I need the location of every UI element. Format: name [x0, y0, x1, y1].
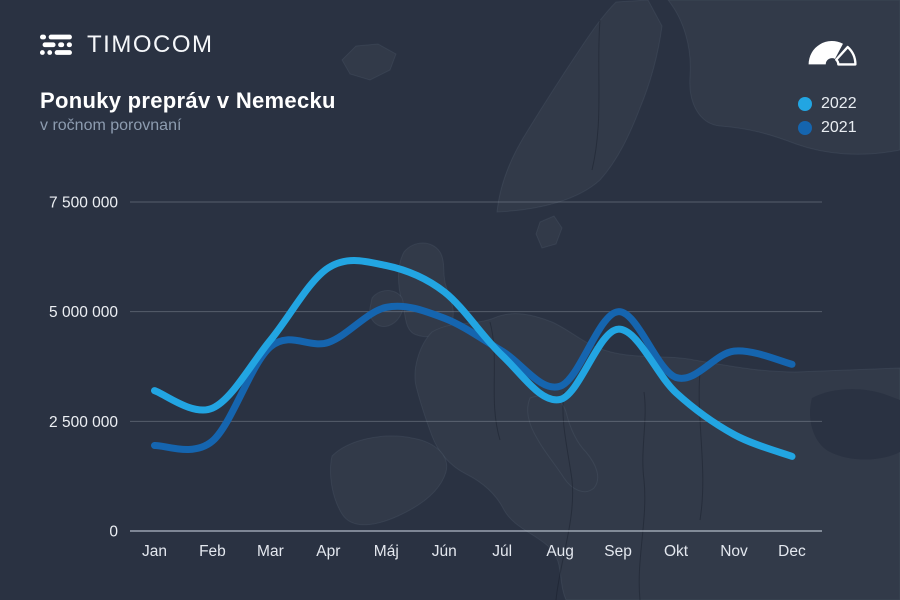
y-axis-tick-label: 0: [109, 524, 118, 541]
map-black-sea: [810, 389, 900, 460]
map-border-line: [698, 371, 704, 521]
x-axis-month-label: Aug: [546, 543, 574, 560]
y-axis-tick-label: 7 500 000: [49, 194, 118, 211]
y-axis-tick-label: 5 000 000: [49, 304, 118, 321]
timocom-logo-text: TIMOCOM: [87, 31, 214, 58]
x-axis-month-label: Nov: [720, 543, 748, 560]
x-axis-month-label: Máj: [374, 543, 399, 560]
x-axis-month-label: Jan: [142, 543, 167, 560]
map-italy: [527, 395, 599, 493]
map-iberia: [329, 435, 448, 526]
y-axis-tick-label: 2 500 000: [49, 414, 118, 431]
map-iceland: [341, 43, 397, 81]
timocom-truck-lines-icon: [40, 31, 78, 59]
speedometer-icon: [803, 32, 861, 73]
legend-label-2022: 2022: [821, 95, 857, 112]
x-axis-month-label: Sep: [604, 543, 632, 560]
legend-item-2022: 2022: [798, 92, 857, 116]
x-axis-month-label: Dec: [778, 543, 806, 560]
legend-label-2021: 2021: [821, 119, 857, 136]
chart-title: Ponuky prepráv v Nemecku: [40, 88, 336, 113]
legend-dot-2022: [798, 97, 812, 111]
x-axis-month-label: Júl: [492, 543, 512, 560]
x-axis-month-label: Apr: [316, 543, 340, 560]
x-axis-month-label: Mar: [257, 543, 284, 560]
map-border-line: [591, 19, 601, 171]
x-axis-month-label: Jún: [432, 543, 457, 560]
chart-legend: 2022 2021: [798, 92, 857, 140]
map-border-line: [555, 391, 574, 600]
title-block: Ponuky prepráv v Nemecku v ročnom porovn…: [40, 88, 336, 136]
timocom-logo: TIMOCOM: [40, 31, 213, 59]
x-axis-month-label: Okt: [664, 543, 689, 560]
legend-item-2021: 2021: [798, 116, 857, 140]
map-denmark: [535, 215, 563, 249]
legend-dot-2021: [798, 121, 812, 135]
map-border-line: [638, 391, 646, 600]
series-line-2022: [151, 257, 796, 460]
chart-subtitle: v ročnom porovnaní: [40, 117, 182, 134]
map-border-line: [489, 321, 501, 441]
x-axis-month-label: Feb: [199, 543, 226, 560]
map-finland-russia: [667, 0, 900, 155]
map-scandinavia: [496, 0, 663, 213]
